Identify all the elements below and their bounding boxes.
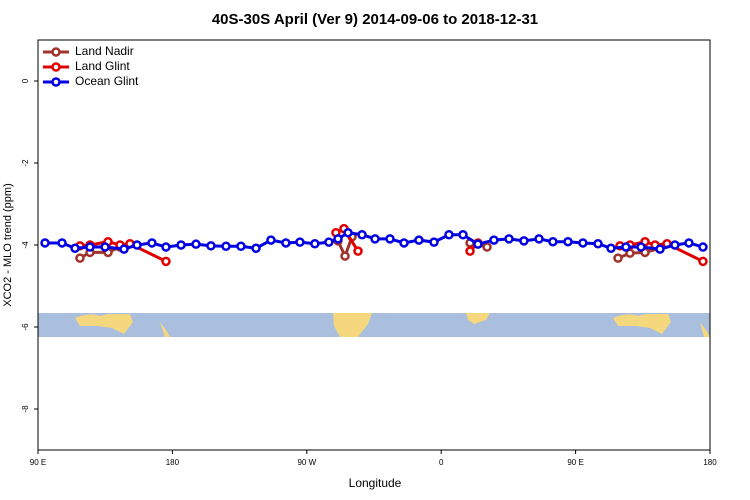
data-point	[370, 234, 380, 244]
data-point	[606, 243, 616, 254]
data-point	[161, 256, 171, 267]
data-point	[266, 235, 276, 245]
x-tick-label: 0	[439, 458, 444, 467]
data-point	[399, 238, 409, 248]
data-point	[482, 242, 492, 252]
data-point	[429, 237, 439, 247]
data-point	[636, 242, 646, 252]
data-point	[340, 251, 350, 261]
data-point	[333, 234, 343, 244]
x-axis-label: Longitude	[349, 476, 402, 490]
data-point	[132, 240, 142, 250]
data-point	[147, 238, 157, 248]
chart-title: 40S-30S April (Ver 9) 2014-09-06 to 2018…	[212, 11, 538, 28]
legend-label: Land Nadir	[75, 44, 134, 58]
data-point	[593, 239, 603, 249]
data-point	[563, 236, 573, 247]
y-axis-label: XCO2 - MLO trend (ppm)	[2, 183, 14, 306]
x-tick-label: 90 W	[297, 458, 316, 467]
data-point	[670, 240, 680, 250]
data-point	[621, 242, 631, 252]
data-point	[444, 230, 454, 240]
data-point	[295, 237, 305, 247]
data-point	[206, 241, 216, 251]
y-tick-label: -6	[21, 323, 30, 331]
data-point	[414, 235, 424, 245]
data-point	[385, 234, 395, 244]
data-point	[176, 240, 186, 250]
data-point	[100, 242, 110, 252]
data-point	[281, 238, 291, 248]
x-tick-label: 180	[703, 458, 717, 467]
data-point	[85, 242, 95, 252]
map-strip	[38, 313, 710, 337]
series-line	[79, 245, 121, 260]
data-point	[458, 230, 468, 240]
data-point	[57, 238, 67, 248]
data-point	[698, 256, 708, 267]
legend-label: Land Glint	[75, 59, 130, 73]
data-point	[357, 230, 367, 240]
data-point	[161, 242, 171, 252]
data-point	[534, 234, 544, 244]
data-point	[119, 244, 129, 254]
data-point	[504, 234, 514, 244]
data-point	[221, 241, 231, 251]
x-tick-label: 90 E	[30, 458, 46, 467]
y-tick-label: 0	[21, 78, 30, 83]
data-point	[548, 236, 558, 247]
data-point	[473, 239, 483, 249]
data-point	[191, 239, 201, 249]
legend-marker	[51, 62, 61, 72]
series-line	[45, 231, 704, 251]
data-point	[465, 246, 475, 256]
data-point	[236, 241, 246, 251]
y-tick-label: -8	[21, 405, 30, 413]
data-point	[75, 253, 85, 263]
data-point	[310, 239, 320, 249]
y-tick-label: -2	[21, 159, 30, 167]
data-point	[251, 243, 261, 254]
x-tick-label: 90 E	[567, 458, 583, 467]
data-point	[655, 244, 665, 254]
legend-label: Ocean Glint	[75, 74, 139, 88]
data-point	[578, 238, 588, 248]
x-tick-label: 180	[166, 458, 180, 467]
data-point	[343, 227, 353, 238]
data-point	[613, 253, 623, 263]
data-point	[40, 238, 50, 248]
y-tick-label: -4	[21, 241, 30, 249]
series-line	[617, 246, 661, 260]
data-point	[70, 243, 80, 254]
data-point	[324, 237, 334, 247]
data-point	[698, 242, 708, 252]
data-point	[489, 235, 499, 245]
data-point	[684, 238, 694, 248]
legend-marker	[51, 77, 61, 87]
data-point	[353, 246, 363, 256]
data-point	[519, 236, 529, 246]
legend-marker	[51, 47, 61, 57]
